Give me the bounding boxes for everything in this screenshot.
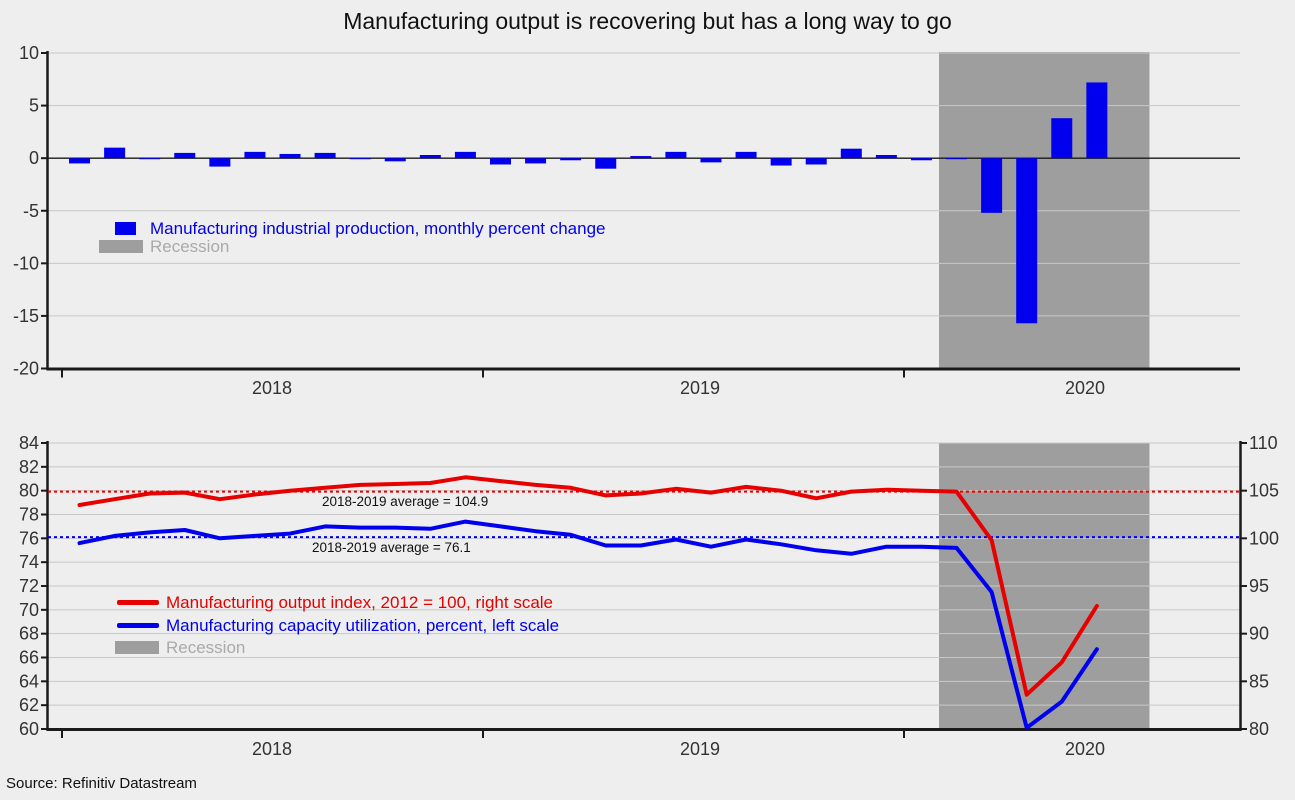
chart-title: Manufacturing output is recovering but h… — [343, 8, 952, 34]
left-y-tick-label: 76 — [19, 528, 39, 548]
avg-annotation-output-index: 2018-2019 average = 104.9 — [322, 494, 489, 509]
y-tick-label: -15 — [13, 306, 39, 326]
left-y-tick-label: 82 — [19, 457, 39, 477]
bar-month-2018-11 — [419, 155, 441, 159]
bar-month-2018-10 — [384, 158, 406, 162]
right-y-tick-label: 110 — [1249, 433, 1278, 453]
source-note: Source: Refinitiv Datastream — [6, 775, 197, 792]
right-y-tick-label: 90 — [1249, 624, 1269, 644]
left-y-tick-label: 70 — [19, 600, 39, 620]
bar-month-2018-08 — [314, 152, 336, 159]
year-label: 2020 — [1065, 378, 1105, 398]
bar-month-2018-02 — [104, 147, 126, 159]
bar-month-2020-05 — [1051, 118, 1073, 159]
legend-capacity-swatch — [117, 623, 159, 628]
bar-month-2020-04 — [1016, 158, 1038, 324]
avg-annotation-capacity: 2018-2019 average = 76.1 — [312, 540, 471, 555]
bar-month-2018-12 — [454, 151, 476, 159]
bar-month-2019-07 — [700, 158, 722, 163]
bar-month-2020-02 — [946, 158, 968, 160]
bar-month-2018-09 — [349, 158, 371, 160]
left-y-tick-label: 68 — [19, 624, 39, 644]
bar-month-2019-05 — [630, 156, 652, 159]
right-y-tick-label: 85 — [1249, 671, 1269, 691]
bar-month-2018-07 — [279, 153, 301, 159]
left-y-tick-label: 64 — [19, 671, 39, 691]
bar-month-2018-06 — [244, 151, 266, 159]
right-y-tick-label: 80 — [1249, 719, 1269, 739]
legend-output-index-swatch — [117, 600, 159, 605]
bar-month-2020-03 — [981, 158, 1003, 213]
bar-month-2019-09 — [770, 158, 792, 166]
left-y-tick-label: 80 — [19, 481, 39, 501]
year-label: 2018 — [252, 739, 292, 759]
legend-production-label: Manufacturing industrial production, mon… — [150, 219, 606, 238]
bar-month-2019-10 — [805, 158, 827, 165]
right-y-tick-label: 100 — [1249, 528, 1279, 548]
bar-month-2018-01 — [69, 158, 91, 164]
capacity-utilization-line — [77, 519, 1099, 730]
right-y-tick-label: 95 — [1249, 576, 1269, 596]
bar-month-2018-03 — [139, 158, 161, 160]
legend-recession-label: Recession — [150, 237, 230, 256]
year-label: 2019 — [680, 378, 720, 398]
bar-month-2019-03 — [560, 158, 582, 161]
bar-month-2018-05 — [209, 158, 231, 167]
left-y-tick-label: 62 — [19, 695, 39, 715]
left-y-tick-label: 84 — [19, 433, 39, 453]
y-tick-label: -5 — [23, 201, 39, 221]
legend-recession-swatch — [99, 240, 143, 253]
bar-month-2019-02 — [525, 158, 547, 164]
bar-month-2018-04 — [174, 152, 196, 159]
y-tick-label: -10 — [13, 253, 39, 273]
bar-month-2019-01 — [490, 158, 511, 165]
left-y-tick-label: 74 — [19, 552, 39, 572]
y-tick-label: -20 — [13, 359, 39, 379]
y-tick-label: 5 — [29, 96, 39, 116]
legend-recession2-swatch — [115, 641, 159, 654]
year-label: 2018 — [252, 378, 292, 398]
bar-month-2020-06 — [1086, 82, 1108, 159]
legend-capacity-label: Manufacturing capacity utilization, perc… — [166, 616, 560, 635]
bar-month-2019-04 — [595, 158, 617, 169]
left-y-tick-label: 72 — [19, 576, 39, 596]
bar-month-2019-11 — [840, 148, 862, 159]
right-y-tick-label: 105 — [1249, 481, 1279, 501]
year-label: 2020 — [1065, 739, 1105, 759]
legend-recession2-label: Recession — [166, 638, 246, 657]
year-label: 2019 — [680, 739, 720, 759]
legend-production-swatch — [115, 222, 136, 235]
bar-month-2019-06 — [665, 151, 687, 159]
bar-month-2019-08 — [735, 151, 757, 159]
legend-output-index-label: Manufacturing output index, 2012 = 100, … — [166, 593, 554, 612]
bar-month-2019-12 — [875, 155, 897, 159]
output-index-line — [77, 475, 1099, 697]
y-tick-label: 10 — [19, 43, 39, 63]
left-y-tick-label: 78 — [19, 505, 39, 525]
left-y-tick-label: 60 — [19, 719, 39, 739]
left-y-tick-label: 66 — [19, 648, 39, 668]
bar-month-2020-01 — [910, 158, 932, 161]
y-tick-label: 0 — [29, 148, 39, 168]
